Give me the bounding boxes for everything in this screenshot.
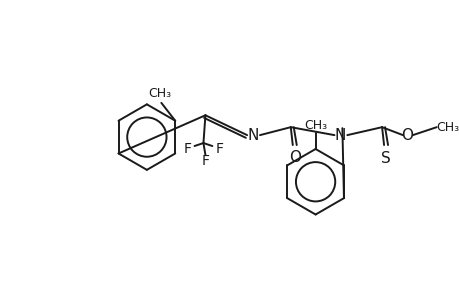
- Text: O: O: [400, 128, 412, 142]
- Text: F: F: [215, 142, 223, 156]
- Text: N: N: [334, 128, 345, 142]
- Text: O: O: [288, 150, 300, 165]
- Text: CH₃: CH₃: [303, 119, 326, 132]
- Text: CH₃: CH₃: [147, 87, 171, 101]
- Text: S: S: [381, 152, 390, 166]
- Text: CH₃: CH₃: [435, 121, 458, 134]
- Text: F: F: [201, 154, 209, 168]
- Text: F: F: [183, 142, 191, 156]
- Text: N: N: [247, 128, 258, 142]
